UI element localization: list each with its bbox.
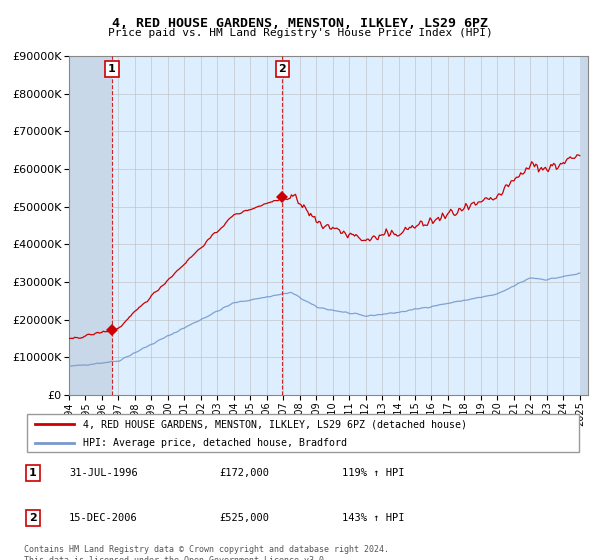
Text: £172,000: £172,000 xyxy=(219,468,269,478)
Text: 2: 2 xyxy=(29,513,37,523)
Text: Price paid vs. HM Land Registry's House Price Index (HPI): Price paid vs. HM Land Registry's House … xyxy=(107,28,493,38)
Text: 2: 2 xyxy=(278,64,286,74)
Text: 4, RED HOUSE GARDENS, MENSTON, ILKLEY, LS29 6PZ: 4, RED HOUSE GARDENS, MENSTON, ILKLEY, L… xyxy=(112,17,488,30)
Bar xyxy=(61,56,112,395)
Text: Contains HM Land Registry data © Crown copyright and database right 2024.
This d: Contains HM Land Registry data © Crown c… xyxy=(24,545,389,560)
Text: HPI: Average price, detached house, Bradford: HPI: Average price, detached house, Brad… xyxy=(83,438,347,448)
Text: 31-JUL-1996: 31-JUL-1996 xyxy=(69,468,138,478)
Bar xyxy=(580,56,596,395)
Text: 119% ↑ HPI: 119% ↑ HPI xyxy=(342,468,404,478)
Text: 1: 1 xyxy=(29,468,37,478)
Text: 1: 1 xyxy=(107,64,115,74)
Text: 15-DEC-2006: 15-DEC-2006 xyxy=(69,513,138,523)
Text: 4, RED HOUSE GARDENS, MENSTON, ILKLEY, LS29 6PZ (detached house): 4, RED HOUSE GARDENS, MENSTON, ILKLEY, L… xyxy=(83,419,467,429)
Text: 143% ↑ HPI: 143% ↑ HPI xyxy=(342,513,404,523)
Text: £525,000: £525,000 xyxy=(219,513,269,523)
FancyBboxPatch shape xyxy=(27,414,579,452)
